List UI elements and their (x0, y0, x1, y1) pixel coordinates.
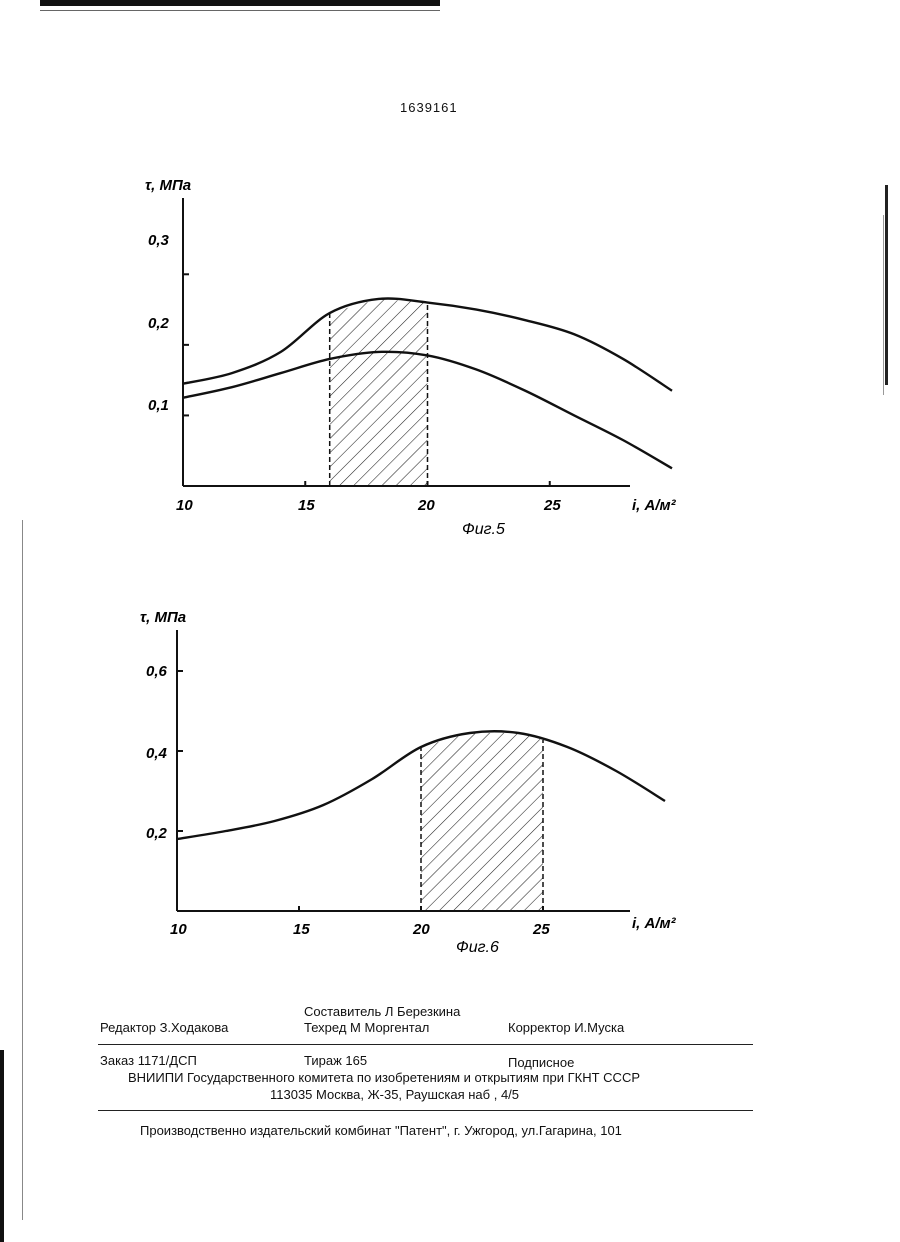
fig6-ytick: 0,2 (146, 825, 168, 842)
fig6-plot (177, 671, 665, 911)
footer-rule-2 (98, 1110, 753, 1111)
footer-compiler: Составитель Л Березкина (304, 1004, 460, 1019)
fig6-ylabel: τ, МПа (140, 609, 186, 626)
footer-organization: ВНИИПИ Государственного комитета по изоб… (128, 1070, 640, 1085)
fig6-xtick: 20 (412, 921, 430, 938)
fig6-ytick: 0,6 (146, 663, 168, 680)
footer-address: 113035 Москва, Ж-35, Раушская наб , 4/5 (270, 1087, 519, 1102)
patent-number: 1639161 (400, 100, 458, 115)
fig5-ytick: 0,2 (148, 315, 170, 332)
fig5-caption: Фиг.5 (462, 521, 505, 538)
fig5-xlabel: i, А/м² (632, 497, 677, 514)
footer-rule-1 (98, 1044, 753, 1045)
fig6-xtick: 15 (293, 921, 310, 938)
fig5-xtick: 25 (543, 497, 561, 514)
fig5-xtick: 10 (176, 497, 193, 514)
footer-circulation: Тираж 165 (304, 1053, 367, 1068)
figure-5: τ, МПа i, А/м² 0,3 0,2 0,1 10 15 20 25 Ф… (0, 160, 900, 540)
figure-6: τ, МПа i, А/м² 0,6 0,4 0,2 10 15 20 25 Ф… (0, 600, 900, 960)
footer-editor: Редактор З.Ходакова (100, 1020, 228, 1035)
fig6-xtick: 25 (532, 921, 550, 938)
scan-top-line (40, 0, 440, 6)
fig5-plot (183, 274, 672, 486)
fig5-ylabel: τ, МПа (145, 177, 191, 194)
fig5-xtick: 20 (417, 497, 435, 514)
fig5-shaded-region (330, 299, 428, 486)
scan-left-edge (0, 1050, 4, 1242)
fig6-xlabel: i, А/м² (632, 915, 677, 932)
footer-publisher: Производственно издательский комбинат "П… (140, 1123, 622, 1138)
fig5-xtick: 15 (298, 497, 315, 514)
fig6-xtick: 10 (170, 921, 187, 938)
fig5-ytick: 0,1 (148, 397, 169, 414)
footer-corrector: Корректор И.Муска (508, 1020, 624, 1035)
footer-subscription: Подписное (508, 1055, 574, 1070)
fig6-ytick: 0,4 (146, 745, 168, 762)
footer-order: Заказ 1171/ДСП (100, 1053, 197, 1068)
footer-techred: Техред М Моргентал (304, 1020, 429, 1035)
fig5-ytick: 0,3 (148, 232, 170, 249)
fig6-caption: Фиг.6 (456, 939, 499, 956)
fig6-shaded-region (421, 733, 543, 911)
scan-top-thin-line (40, 10, 440, 11)
